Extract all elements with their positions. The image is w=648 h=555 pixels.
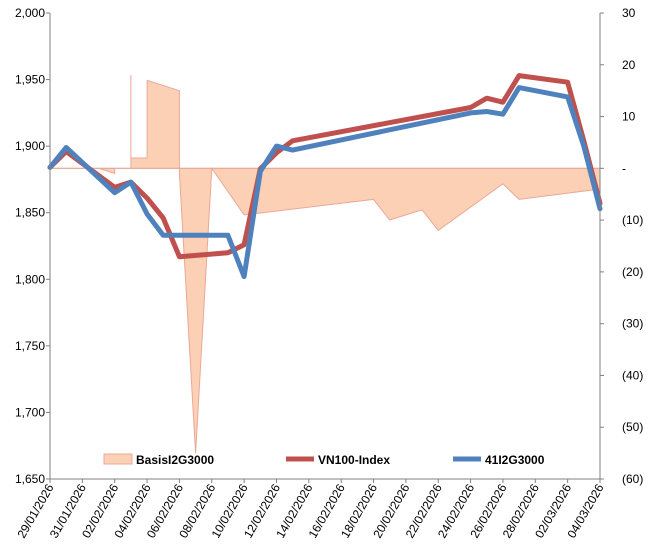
y-right-tick-label: (50): [622, 420, 643, 434]
legend-swatch-basis: [103, 453, 133, 465]
y-left-tick-label: 1,850: [15, 206, 45, 220]
y-left-tick-label: 1,650: [15, 472, 45, 486]
legend-label-vn100: VN100-Index: [318, 453, 390, 467]
legend-label-41i2g3000: 41I2G3000: [485, 453, 545, 467]
y-left-tick-label: 1,950: [15, 73, 45, 87]
line-series-layer: [47, 73, 603, 280]
y-right-tick-label: (40): [622, 368, 643, 382]
y-right-tick-label: 20: [622, 58, 636, 72]
legend-label-basis: BasisI2G3000: [136, 453, 214, 467]
y-right-tick-label: (10): [622, 213, 643, 227]
y-left-tick-label: 1,900: [15, 139, 45, 153]
basis-area-series: [50, 75, 601, 454]
y-left-tick-label: 2,000: [15, 6, 45, 20]
y-left-tick-label: 1,750: [15, 339, 45, 353]
y-left-tick-label: 1,800: [15, 272, 45, 286]
y-right-tick-label: -: [622, 161, 626, 175]
y-right-tick-label: (60): [622, 472, 643, 486]
y-right-tick-label: (30): [622, 317, 643, 331]
41i2g3000-line: [47, 85, 603, 280]
legend: BasisI2G3000 VN100-Index 41I2G3000: [103, 453, 545, 467]
basis-area: [50, 75, 601, 454]
y-right-tick-label: 10: [622, 110, 636, 124]
y-right-tick-label: (20): [622, 265, 643, 279]
y-left-tick-label: 1,700: [15, 405, 45, 419]
y-right-tick-label: 30: [622, 6, 636, 20]
